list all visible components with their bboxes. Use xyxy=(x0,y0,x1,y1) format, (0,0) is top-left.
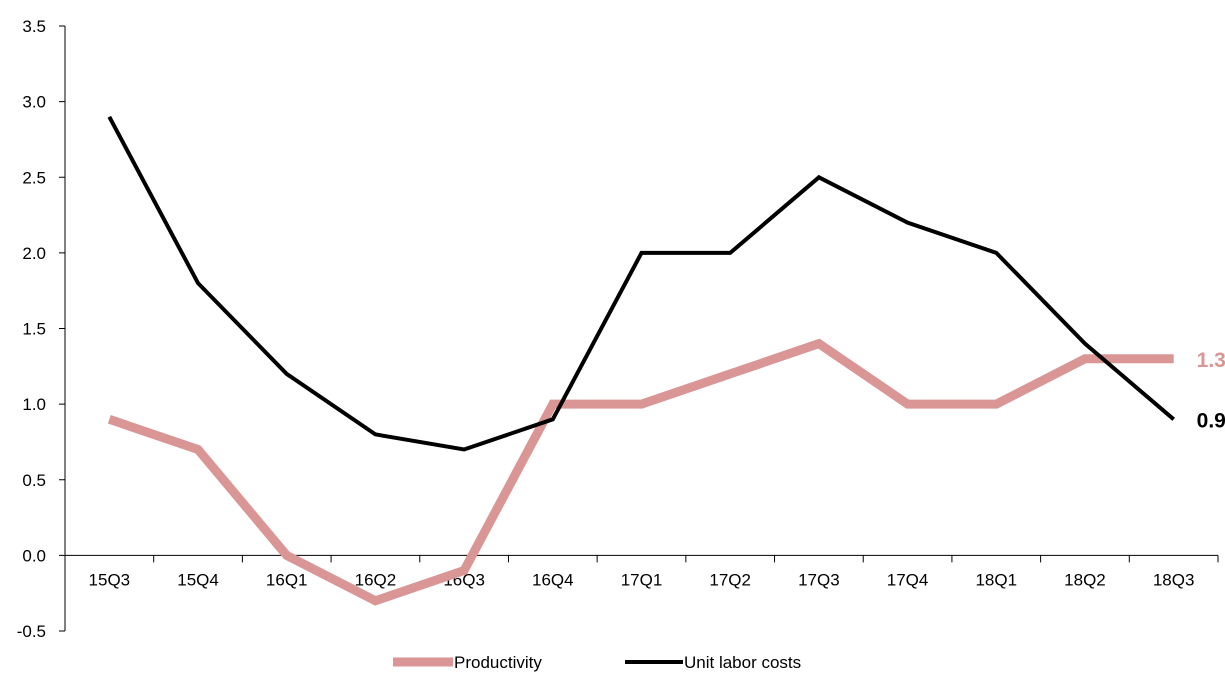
x-tick-label: 16Q2 xyxy=(355,570,397,589)
y-tick-label: 3.5 xyxy=(22,17,46,36)
y-tick-label: 1.0 xyxy=(22,395,46,414)
x-tick-label: 17Q3 xyxy=(798,570,840,589)
y-tick-label: 0.0 xyxy=(22,546,46,565)
y-tick-label: 2.5 xyxy=(22,168,46,187)
y-tick-label: 2.0 xyxy=(22,244,46,263)
x-tick-label: 15Q3 xyxy=(89,570,131,589)
x-tick-label: 16Q1 xyxy=(266,570,308,589)
x-tick-label: 15Q4 xyxy=(177,570,219,589)
legend-label: Productivity xyxy=(454,653,542,672)
x-tick-label: 18Q1 xyxy=(975,570,1017,589)
x-tick-label: 17Q2 xyxy=(709,570,751,589)
legend-label: Unit labor costs xyxy=(684,653,801,672)
x-tick-label: 18Q3 xyxy=(1153,570,1195,589)
y-tick-label: -0.5 xyxy=(17,622,46,641)
x-tick-label: 16Q4 xyxy=(532,570,574,589)
y-tick-label: 1.5 xyxy=(22,320,46,339)
y-tick-label: 3.0 xyxy=(22,93,46,112)
x-tick-label: 18Q2 xyxy=(1064,570,1106,589)
x-tick-label: 17Q1 xyxy=(621,570,663,589)
plot-area: -0.5 0.0 0.5 1.0 1.5 2.0 2.5 3.0 3.5 15Q3 15Q4 16Q1… xyxy=(17,17,1225,672)
end-value-label: 0.9 xyxy=(1197,409,1225,432)
series-line-unit-labor-costs xyxy=(107,115,1175,452)
x-tick-label: 17Q4 xyxy=(887,570,929,589)
series-line-productivity xyxy=(107,338,1174,606)
y-tick-label: 0.5 xyxy=(22,471,46,490)
end-value-label: 1.3 xyxy=(1197,349,1225,372)
